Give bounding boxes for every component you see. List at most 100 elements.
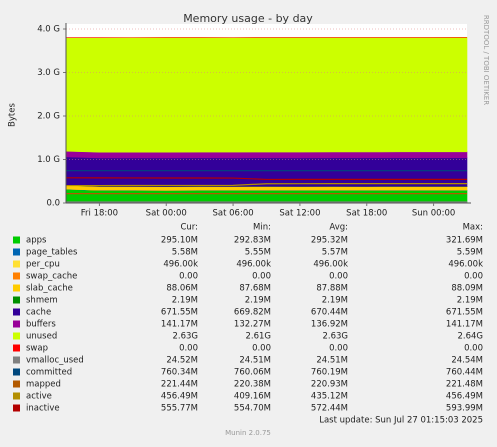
x-tick-label: Sun 00:00 (412, 209, 455, 219)
legend-stat: 132.27M (234, 320, 271, 330)
legend-swatch (13, 309, 20, 316)
legend-stat: 141.17M (161, 320, 198, 330)
y-tick-label: 0.0 (46, 199, 60, 209)
y-axis-label: Bytes (8, 103, 18, 127)
legend-stat: 669.82M (234, 308, 271, 318)
legend-stat: 760.06M (234, 368, 271, 378)
legend-swatch (13, 237, 20, 244)
legend-stat: 554.70M (234, 404, 271, 414)
legend-stat: 2.63G (172, 332, 198, 342)
legend-stat: 5.58M (172, 248, 198, 258)
legend-stat: 555.77M (161, 404, 198, 414)
legend-stat: 435.12M (311, 392, 348, 402)
legend-label: swap_cache (26, 272, 77, 282)
legend-label: cache (26, 308, 51, 318)
x-tick-label: Sat 00:00 (146, 209, 187, 219)
legend-label: vmalloc_used (26, 356, 84, 366)
area-unused (66, 37, 467, 152)
legend-stat: 24.51M (239, 356, 271, 366)
legend-label: swap (26, 344, 48, 354)
legend-stat: 496.00k (236, 260, 271, 270)
legend-swatch (13, 393, 20, 400)
legend-stat: 0.00 (252, 272, 271, 282)
legend-stat: 5.55M (245, 248, 271, 258)
legend-stat: 2.64G (457, 332, 483, 342)
legend-stat: 2.19M (322, 296, 348, 306)
legend-swatch (13, 285, 20, 292)
y-tick-label: 4.0 G (37, 25, 60, 35)
legend-stat: 5.57M (322, 248, 348, 258)
legend-stat: 760.19M (311, 368, 348, 378)
legend-stat: 409.16M (234, 392, 271, 402)
legend-swatch (13, 405, 20, 412)
legend-stat: 321.69M (446, 236, 483, 246)
legend-stat: 141.17M (446, 320, 483, 330)
legend-swatch (13, 345, 20, 352)
legend-stat: 2.19M (245, 296, 271, 306)
legend-stat: 24.52M (166, 356, 198, 366)
legend-stat: 88.06M (166, 284, 198, 294)
area-cache (66, 157, 467, 187)
legend-label: per_cpu (26, 260, 60, 270)
legend-stat: 2.19M (457, 296, 483, 306)
x-tick-label: Sat 06:00 (213, 209, 254, 219)
x-tick-label: Sat 12:00 (279, 209, 320, 219)
legend-stat: 2.63G (322, 332, 348, 342)
legend-stat: 593.99M (446, 404, 483, 414)
legend-stat: 572.44M (311, 404, 348, 414)
legend-stat: 5.59M (457, 248, 483, 258)
y-tick-label: 1.0 G (37, 155, 60, 165)
legend-stat: 24.54M (451, 356, 483, 366)
legend-stat: 136.92M (311, 320, 348, 330)
legend-stat: 760.44M (446, 368, 483, 378)
legend-swatch (13, 249, 20, 256)
legend-stat: 295.10M (161, 236, 198, 246)
legend-stat: 0.00 (329, 272, 348, 282)
legend-swatch (13, 321, 20, 328)
legend-swatch (13, 333, 20, 340)
legend-stat: 87.68M (239, 284, 271, 294)
legend-stat: 220.93M (311, 380, 348, 390)
legend-header: Avg: (329, 223, 348, 233)
legend-stat: 496.00k (448, 260, 483, 270)
legend-label: page_tables (26, 248, 78, 258)
legend-label: unused (26, 332, 57, 342)
legend-stat: 0.00 (464, 272, 483, 282)
legend-stat: 760.34M (161, 368, 198, 378)
legend-label: shmem (26, 296, 58, 306)
legend-stat: 496.00k (313, 260, 348, 270)
watermark: RRDTOOL / TOBI OETIKER (482, 15, 490, 105)
legend-swatch (13, 381, 20, 388)
legend-header: Max: (463, 223, 483, 233)
legend-label: slab_cache (26, 284, 73, 294)
legend-stat: 670.44M (311, 308, 348, 318)
legend-stat: 496.00k (163, 260, 198, 270)
legend-stat: 2.19M (172, 296, 198, 306)
legend-stat: 221.44M (161, 380, 198, 390)
legend-header: Cur: (180, 223, 198, 233)
x-tick-label: Sat 18:00 (346, 209, 387, 219)
legend-swatch (13, 357, 20, 364)
legend-label: mapped (26, 380, 61, 390)
legend-stat: 87.88M (316, 284, 348, 294)
legend-header: Min: (253, 223, 271, 233)
legend-swatch (13, 273, 20, 280)
legend-stat: 0.00 (179, 272, 198, 282)
legend-label: committed (26, 368, 72, 378)
legend-label: buffers (26, 320, 56, 330)
legend-stat: 456.49M (161, 392, 198, 402)
legend-stat: 220.38M (234, 380, 271, 390)
legend-stat: 2.61G (245, 332, 271, 342)
legend-stat: 671.55M (161, 308, 198, 318)
legend-stat: 24.51M (316, 356, 348, 366)
legend-stat: 0.00 (179, 344, 198, 354)
legend-stat: 0.00 (329, 344, 348, 354)
legend-swatch (13, 261, 20, 268)
chart-title: Memory usage - by day (183, 12, 313, 25)
footer: Munin 2.0.75 (225, 429, 271, 437)
legend-label: inactive (26, 404, 60, 414)
legend-label: active (26, 392, 52, 402)
area-apps (66, 189, 467, 203)
legend-swatch (13, 369, 20, 376)
